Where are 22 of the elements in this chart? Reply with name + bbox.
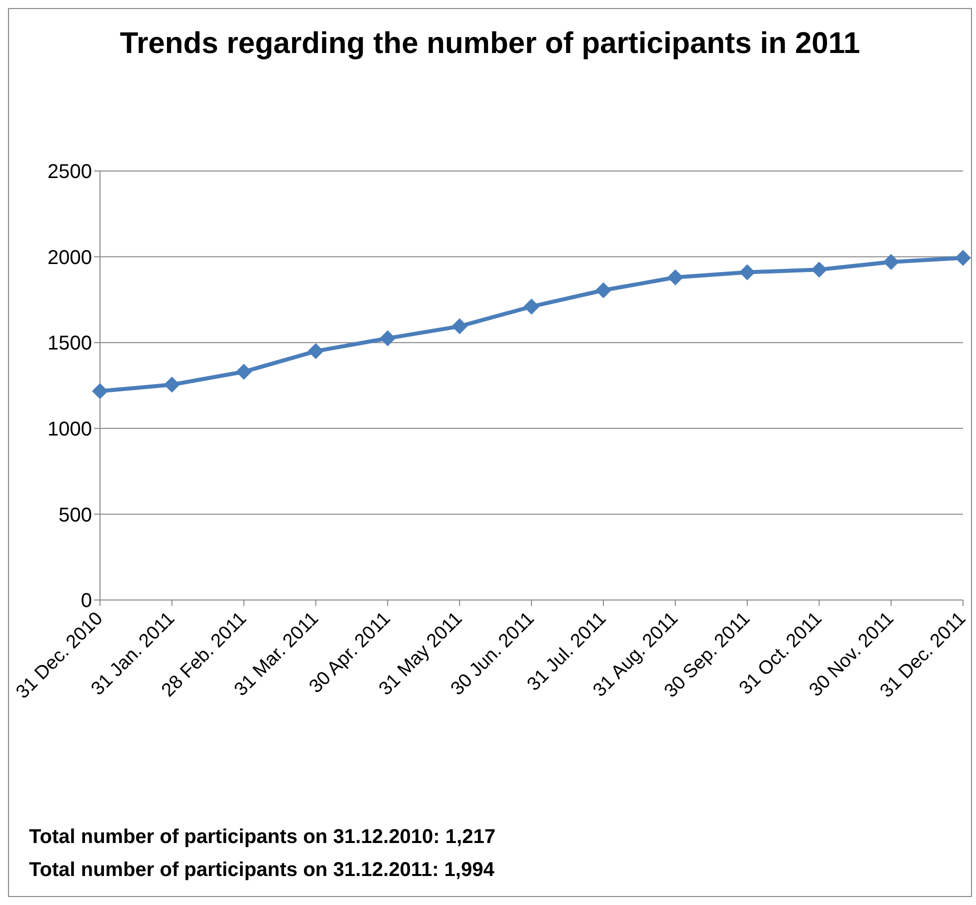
y-tick-label: 2000 [48,246,92,269]
y-tick-label: 1500 [48,332,92,355]
point [955,250,971,266]
point [739,264,756,280]
point [164,376,180,393]
y-tick-label: 2500 [48,161,92,184]
point [667,269,684,286]
text: Total number of participants on 31.12.2010: 1,217 [29,825,496,850]
chart-title: Trends regarding the number of participants in 2011 [118,27,862,61]
point [883,254,900,270]
point [811,262,828,278]
y-tick-label: 0 [80,590,92,612]
point [524,298,540,315]
point [452,318,468,334]
point [236,364,252,380]
y-tick-label: 1000 [48,418,92,440]
text: Total number of participants on 31.12.2011: 1,994 [29,858,496,883]
y-tick-label: 500 [58,504,92,526]
point [92,383,108,400]
point [380,330,396,346]
point [595,282,612,298]
point [308,343,324,360]
